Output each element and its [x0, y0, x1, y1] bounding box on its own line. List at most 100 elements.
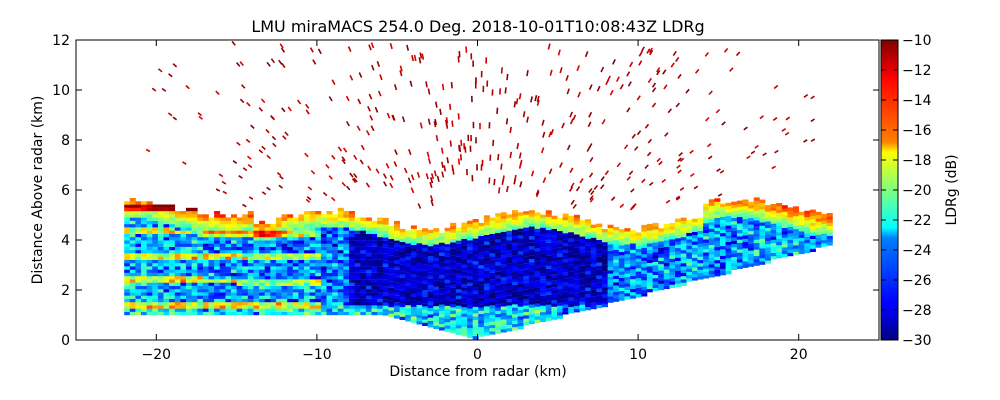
- ldr-cell: [208, 233, 215, 238]
- ldr-cell: [405, 259, 412, 263]
- noise-mark: [430, 173, 435, 180]
- ldr-cell: [315, 302, 322, 306]
- ldr-cell: [152, 292, 159, 296]
- noise-mark: [272, 142, 277, 148]
- ldr-cell: [557, 240, 563, 245]
- ldr-cell: [540, 263, 547, 267]
- ldr-cell: [517, 287, 524, 291]
- ldr-cell: [157, 233, 164, 238]
- noise-mark: [704, 52, 710, 57]
- ldr-cell: [579, 223, 586, 227]
- ldr-cell: [236, 240, 243, 244]
- ldr-cell: [686, 242, 693, 246]
- ldr-cell: [354, 276, 361, 280]
- ldr-cell: [146, 243, 153, 247]
- ldr-cell: [557, 224, 563, 228]
- ldr-cell: [394, 256, 400, 261]
- noise-mark: [667, 108, 673, 114]
- ldr-cell: [360, 276, 367, 280]
- ldr-cell: [512, 245, 518, 250]
- ldr-cell: [467, 237, 474, 241]
- ldr-cell: [551, 287, 558, 291]
- ldr-cell: [568, 254, 575, 259]
- ldr-cell: [186, 295, 192, 299]
- ldr-cell: [444, 240, 451, 245]
- ldr-cell: [135, 211, 142, 215]
- ldr-cell: [152, 266, 159, 270]
- ldr-cell: [675, 251, 681, 255]
- noise-mark: [305, 198, 311, 203]
- ldr-cell: [214, 276, 221, 280]
- ldr-cell: [309, 266, 316, 270]
- ldr-cell: [259, 308, 266, 312]
- ldr-cell: [309, 305, 316, 309]
- ldr-cell: [669, 239, 676, 243]
- ldr-cell: [478, 255, 485, 259]
- ldr-cell: [596, 275, 603, 279]
- ldr-cell: [214, 279, 221, 283]
- ldr-cell: [129, 308, 136, 312]
- ldr-cell: [523, 234, 530, 238]
- ldr-cell: [152, 214, 159, 218]
- ldr-cell: [354, 305, 361, 309]
- ldr-cell: [607, 244, 614, 248]
- ldr-cell: [540, 260, 547, 264]
- ldr-cell: [309, 279, 316, 283]
- ldr-cell: [776, 235, 783, 239]
- ldr-cell: [197, 302, 204, 306]
- noise-mark: [588, 111, 593, 118]
- ldr-cell: [613, 262, 620, 266]
- ldr-cell: [624, 270, 631, 274]
- ldr-cell: [365, 220, 372, 225]
- ldr-cell: [343, 302, 350, 306]
- ldr-cell: [135, 298, 142, 303]
- ldr-cell: [540, 234, 547, 238]
- ldr-cell: [512, 255, 518, 259]
- ldr-cell: [821, 214, 828, 218]
- ldr-cell: [180, 217, 187, 221]
- ldr-cell: [596, 249, 603, 253]
- ldr-cell: [512, 219, 518, 224]
- ldr-cell: [309, 285, 316, 290]
- ldr-cell: [573, 266, 580, 271]
- ldr-cell: [124, 302, 131, 306]
- ldr-cell: [225, 259, 232, 264]
- ldr-cell: [259, 224, 266, 228]
- ldr-cell: [652, 252, 659, 256]
- ldr-cell: [152, 230, 159, 234]
- ldr-cell: [186, 282, 192, 286]
- ldr-cell: [382, 305, 389, 310]
- ldr-cell: [826, 216, 833, 220]
- ldr-cell: [208, 217, 215, 221]
- noise-mark: [342, 147, 348, 153]
- ldr-cell: [495, 268, 502, 272]
- ldr-cell: [579, 246, 586, 250]
- ldr-cell: [669, 252, 676, 256]
- ldr-cell: [483, 270, 490, 274]
- ldr-cell: [382, 237, 389, 241]
- ldr-cell: [332, 295, 339, 299]
- ldr-cell: [410, 296, 417, 301]
- ldr-cell: [618, 232, 625, 236]
- ldr-cell: [124, 220, 131, 225]
- noise-mark: [623, 144, 629, 150]
- ldr-cell: [247, 211, 254, 215]
- ldr-cell: [708, 264, 715, 268]
- ldr-cell: [804, 236, 811, 241]
- ldr-cell: [292, 272, 299, 277]
- ldr-cell: [394, 272, 400, 277]
- ldr-cell: [219, 230, 226, 234]
- ldr-cell: [489, 250, 496, 254]
- ldr-cell: [579, 278, 586, 283]
- ldr-cell: [405, 318, 412, 322]
- ldr-cell: [298, 253, 305, 257]
- ldr-cell: [141, 253, 147, 257]
- ldr-cell: [405, 236, 412, 241]
- ldr-cell: [573, 214, 580, 219]
- ldr-cell: [202, 308, 209, 312]
- ldr-cell: [236, 282, 243, 286]
- ldr-cell: [725, 218, 732, 223]
- ldr-cell: [219, 224, 226, 228]
- ldr-cell: [495, 271, 502, 276]
- noise-mark: [630, 188, 635, 193]
